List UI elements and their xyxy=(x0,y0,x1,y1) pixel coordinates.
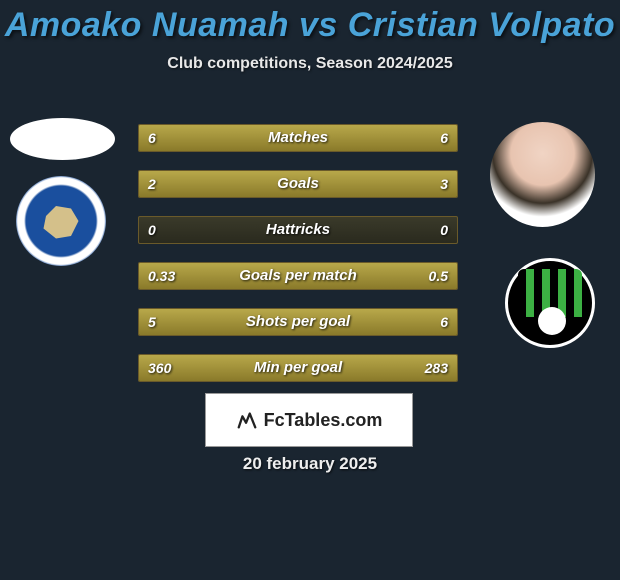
stats-bars: 66Matches 23Goals 00Hattricks 0.330.5Goals … xyxy=(138,124,458,400)
date-label: 20 february 2025 xyxy=(0,454,620,474)
stat-label: Goals xyxy=(138,170,458,198)
branding-badge: FcTables.com xyxy=(205,393,413,447)
stat-row: 23Goals xyxy=(138,170,458,198)
branding-icon xyxy=(236,409,258,431)
stat-row: 0.330.5Goals per match xyxy=(138,262,458,290)
player-right-avatar xyxy=(490,122,595,227)
club-left-crest xyxy=(16,176,106,266)
stat-label: Min per goal xyxy=(138,354,458,382)
club-right-crest xyxy=(505,258,595,348)
stat-row: 360283Min per goal xyxy=(138,354,458,382)
stat-row: 00Hattricks xyxy=(138,216,458,244)
stat-label: Matches xyxy=(138,124,458,152)
branding-text: FcTables.com xyxy=(264,410,383,431)
player-left-avatar xyxy=(10,118,115,160)
stat-label: Shots per goal xyxy=(138,308,458,336)
stat-label: Hattricks xyxy=(138,216,458,244)
stat-row: 56Shots per goal xyxy=(138,308,458,336)
subtitle: Club competitions, Season 2024/2025 xyxy=(0,55,620,73)
stat-label: Goals per match xyxy=(138,262,458,290)
page-title: Amoako Nuamah vs Cristian Volpato xyxy=(0,0,620,45)
stat-row: 66Matches xyxy=(138,124,458,152)
